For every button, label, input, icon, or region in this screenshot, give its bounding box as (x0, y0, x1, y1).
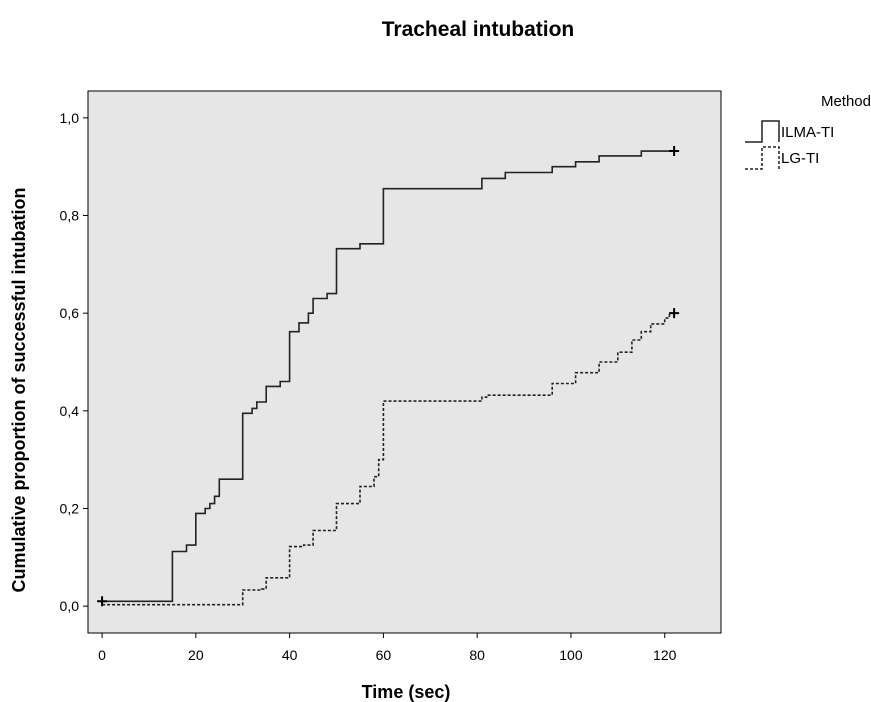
series-line-lg-ti (102, 312, 675, 606)
x-axis-ticks: 0 20 40 60 80 100 120 (98, 633, 677, 663)
x-tick-label: 80 (469, 647, 485, 663)
censor-mark-lg-ti (669, 308, 680, 319)
series-line-ilma-ti (102, 150, 675, 603)
start-mark-ilma-ti (97, 596, 108, 607)
legend-swatch-solid (745, 120, 780, 143)
legend: Method ILMA-TI LG-TI (745, 93, 871, 170)
y-axis-label: Cumulative proportion of successful intu… (9, 187, 29, 592)
x-tick-label: 60 (376, 647, 392, 663)
x-tick-label: 0 (98, 647, 106, 663)
legend-swatch-dashed (745, 146, 780, 170)
y-tick-label: 0,8 (60, 208, 80, 224)
y-tick-label: 0,4 (60, 403, 80, 419)
x-tick-label: 120 (653, 647, 677, 663)
y-tick-label: 0,2 (60, 500, 80, 516)
legend-label-ilma-ti: ILMA-TI (781, 124, 834, 141)
legend-item-ilma-ti: ILMA-TI (745, 120, 834, 143)
y-tick-label: 0,0 (60, 598, 80, 614)
x-tick-label: 20 (188, 647, 204, 663)
series-layer (97, 146, 680, 607)
legend-title: Method (821, 93, 871, 110)
legend-item-lg-ti: LG-TI (745, 146, 819, 170)
x-tick-label: 100 (559, 647, 583, 663)
chart-title: Tracheal intubation (382, 18, 575, 41)
y-tick-label: 0,6 (60, 305, 80, 321)
y-axis-ticks: 0,0 0,2 0,4 0,6 0,8 1,0 (60, 110, 88, 614)
y-tick-label: 1,0 (60, 110, 80, 126)
x-tick-label: 40 (282, 647, 298, 663)
x-axis-label: Time (sec) (362, 682, 451, 702)
legend-label-lg-ti: LG-TI (781, 150, 819, 167)
censor-mark-ilma-ti (669, 146, 680, 157)
